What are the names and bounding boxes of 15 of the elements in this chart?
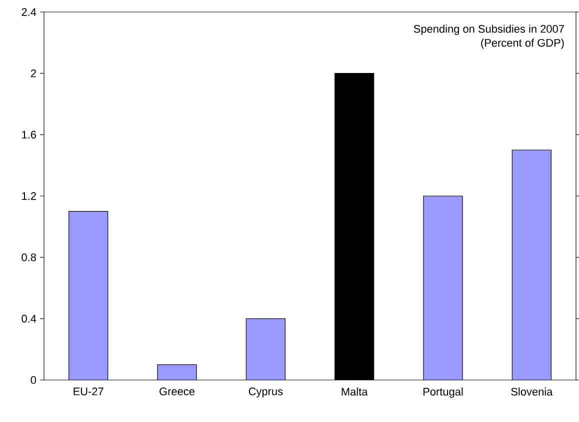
y-tick-label: 1.2 <box>22 192 36 200</box>
text: (Percent of GDP) <box>481 38 564 49</box>
x-tick-label: Portugal <box>424 388 463 398</box>
y-tick-label: 0 <box>30 376 36 384</box>
x-tick-label: Malta <box>342 388 368 396</box>
y-tick-label: 2 <box>30 70 36 78</box>
y-tick-label: 0.8 <box>22 253 36 262</box>
y-tick-label: 1.6 <box>22 130 36 139</box>
y-tick-label: 0.4 <box>22 314 36 323</box>
text: Spending on Subsidies in 2007 <box>414 24 564 35</box>
x-tick-label: EU-27 <box>74 388 104 396</box>
y-tick-label: 2.4 <box>22 8 36 16</box>
x-tick-label: Cyprus <box>248 388 283 398</box>
x-tick-label: Slovenia <box>511 388 553 396</box>
x-tick-label: Greece <box>160 388 194 396</box>
